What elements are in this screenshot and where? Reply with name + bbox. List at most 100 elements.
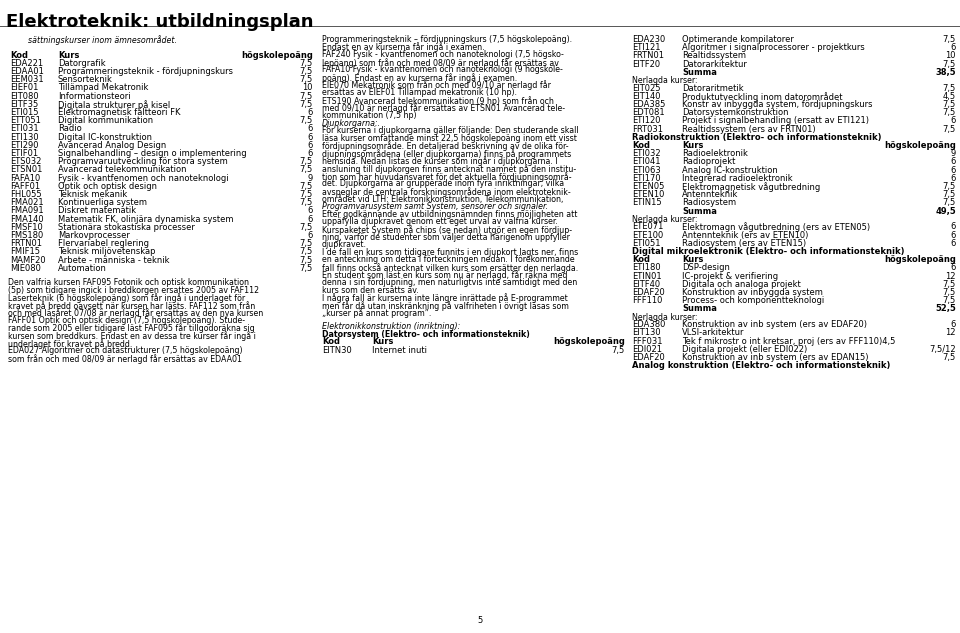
Text: Kurs: Kurs	[58, 51, 80, 60]
Text: 7,5: 7,5	[300, 92, 313, 101]
Text: Kod: Kod	[10, 51, 28, 60]
Text: fördjupningsområde. En detaljerad beskrivning av de olika för-: fördjupningsområde. En detaljerad beskri…	[322, 141, 568, 151]
Text: ETE071: ETE071	[632, 222, 663, 232]
Text: 7,5: 7,5	[943, 280, 956, 289]
Text: Kod: Kod	[632, 255, 650, 264]
Text: 5: 5	[477, 616, 483, 625]
Text: Kurs: Kurs	[682, 141, 704, 150]
Text: EITF20: EITF20	[632, 60, 660, 68]
Text: Sensorteknik: Sensorteknik	[58, 75, 113, 84]
Text: EITF35: EITF35	[10, 100, 38, 109]
Text: underlaget för kravet på bredd.: underlaget för kravet på bredd.	[8, 339, 132, 349]
Text: Summa: Summa	[682, 68, 717, 77]
Text: I de fall en kurs som tidigare funnits i en djupkort lagts ner, finns: I de fall en kurs som tidigare funnits i…	[322, 248, 578, 257]
Text: Projekt i signalbehandling (ersatt av ETI121): Projekt i signalbehandling (ersatt av ET…	[682, 116, 869, 125]
Text: 6: 6	[307, 231, 313, 240]
Text: FAFA10 Fysik - kvantfenomen och nanoteknologi (9 högskole-: FAFA10 Fysik - kvantfenomen och nanotekn…	[322, 65, 563, 75]
Text: EIEF01: EIEF01	[10, 84, 38, 92]
Text: Elektromagnetisk fältteori FK: Elektromagnetisk fältteori FK	[58, 108, 180, 117]
Text: 6: 6	[950, 320, 956, 329]
Text: 10: 10	[946, 51, 956, 60]
Text: FFF031: FFF031	[632, 337, 662, 346]
Text: ETSN01: ETSN01	[10, 165, 42, 175]
Text: poäng). Endast en av kurserna får ingå i examen.: poäng). Endast en av kurserna får ingå i…	[322, 73, 517, 83]
Text: Programmeringsteknik - fördjupningskurs: Programmeringsteknik - fördjupningskurs	[58, 67, 233, 76]
Text: Optimerande kompilatorer: Optimerande kompilatorer	[682, 35, 794, 44]
Text: Datorgrafik: Datorgrafik	[58, 59, 106, 68]
Text: djupningsområdena (eller djupkorgarna) finns på programmets: djupningsområdena (eller djupkorgarna) f…	[322, 149, 571, 159]
Text: Radiokonstruktion (Elektro- och informationsteknik): Radiokonstruktion (Elektro- och informat…	[632, 133, 881, 142]
Text: 6: 6	[307, 215, 313, 223]
Text: Stationära stokastiska processer: Stationära stokastiska processer	[58, 223, 195, 232]
Text: 6: 6	[307, 108, 313, 117]
Text: ETI015: ETI015	[10, 108, 38, 117]
Text: Elektromagn vågutbredning (ers av ETEN05): Elektromagn vågutbredning (ers av ETEN05…	[682, 222, 870, 232]
Text: 7,5: 7,5	[943, 190, 956, 199]
Text: I några fall är kurserna inte längre inrättade på E-programmet: I några fall är kurserna inte längre inr…	[322, 294, 567, 303]
Text: FAFA10: FAFA10	[10, 173, 40, 182]
Text: hemsida. Nedan listas de kurser som ingår i djupkorgarna. I: hemsida. Nedan listas de kurser som ingå…	[322, 156, 558, 166]
Text: Laserteknik (6 högskolepoäng) som får ingå i underlaget för: Laserteknik (6 högskolepoäng) som får in…	[8, 293, 245, 303]
Text: EDA027 Algoritmer och datastrukturer (7,5 högskolepoäng): EDA027 Algoritmer och datastrukturer (7,…	[8, 346, 243, 355]
Text: Kurs: Kurs	[372, 337, 394, 346]
Text: (5p) som tidigare ingick i breddkorgen ersattes 2005 av FAF112: (5p) som tidigare ingick i breddkorgen e…	[8, 285, 259, 294]
Text: Elektroteknik: utbildningsplan: Elektroteknik: utbildningsplan	[6, 13, 314, 31]
Text: EDAA01: EDAA01	[10, 67, 44, 76]
Text: 4,5: 4,5	[943, 92, 956, 101]
Text: Digital kommunikation: Digital kommunikation	[58, 116, 154, 125]
Text: FRTN01: FRTN01	[10, 239, 42, 248]
Text: 6: 6	[950, 263, 956, 272]
Text: ETI120: ETI120	[632, 116, 660, 125]
Text: ETI032: ETI032	[632, 149, 660, 158]
Text: ETEN05: ETEN05	[632, 182, 664, 191]
Text: Arbete - människa - teknik: Arbete - människa - teknik	[58, 256, 170, 265]
Text: Matematik FK, olinjära dynamiska system: Matematik FK, olinjära dynamiska system	[58, 215, 233, 223]
Text: ETT051: ETT051	[10, 116, 41, 125]
Text: 38,5: 38,5	[935, 68, 956, 77]
Text: EDAF20: EDAF20	[632, 288, 664, 297]
Text: DSP-design: DSP-design	[682, 263, 730, 272]
Text: En student som läst en kurs som nu är nerlagd, får räkna med: En student som läst en kurs som nu är ne…	[322, 270, 567, 280]
Text: 12: 12	[946, 329, 956, 337]
Text: 7,5: 7,5	[943, 182, 956, 191]
Text: FMSF10: FMSF10	[10, 223, 43, 232]
Text: 9: 9	[950, 149, 956, 158]
Text: 6: 6	[307, 132, 313, 142]
Text: ETIF01: ETIF01	[10, 149, 38, 158]
Text: Konstr av inbyggda system, fördjupningskurs: Konstr av inbyggda system, fördjupningsk…	[682, 100, 873, 109]
Text: ETS032: ETS032	[10, 157, 41, 166]
Text: Radiosystem: Radiosystem	[682, 198, 736, 208]
Text: rande som 2005 eller tidigare läst FAF095 får tillgodoräkna sig: rande som 2005 eller tidigare läst FAF09…	[8, 323, 254, 334]
Text: Programmeringsteknik – fördjupningskurs (7,5 högskolepoäng).: Programmeringsteknik – fördjupningskurs …	[322, 35, 572, 44]
Text: ETI031: ETI031	[10, 125, 38, 134]
Text: 7,5: 7,5	[943, 35, 956, 44]
Text: Realtidssystem: Realtidssystem	[682, 51, 746, 60]
Text: Digital mikroelektronik (Elektro- och informationsteknik): Digital mikroelektronik (Elektro- och in…	[632, 247, 904, 256]
Text: ETI290: ETI290	[10, 141, 38, 150]
Text: 7,5: 7,5	[943, 108, 956, 117]
Text: kommunikation (7,5 hp): kommunikation (7,5 hp)	[322, 111, 417, 120]
Text: Antennteknik: Antennteknik	[682, 190, 738, 199]
Text: Radiosystem (ers av ETEN15): Radiosystem (ers av ETEN15)	[682, 239, 806, 248]
Text: högskolepoäng: högskolepoäng	[884, 141, 956, 150]
Text: 7,5: 7,5	[943, 288, 956, 297]
Text: 6: 6	[307, 149, 313, 158]
Text: Kod: Kod	[322, 337, 340, 346]
Text: ETI121: ETI121	[632, 43, 660, 52]
Text: FAFF01: FAFF01	[10, 182, 40, 191]
Text: 52,5: 52,5	[935, 304, 956, 313]
Text: 6: 6	[950, 43, 956, 52]
Text: EDA221: EDA221	[10, 59, 43, 68]
Text: 6: 6	[950, 230, 956, 240]
Text: ETI170: ETI170	[632, 174, 660, 183]
Text: EDA230: EDA230	[632, 35, 665, 44]
Text: Tek f mikrostr o int kretsar, proj (ers av FFF110)4,5: Tek f mikrostr o int kretsar, proj (ers …	[682, 337, 896, 346]
Text: Kontinuerliga system: Kontinuerliga system	[58, 198, 147, 207]
Text: EIT140: EIT140	[632, 92, 660, 101]
Text: Integrerad radioelektronik: Integrerad radioelektronik	[682, 174, 793, 183]
Text: EDA380: EDA380	[632, 320, 665, 329]
Text: men får då utan inskränkning på valfriheten i övrigt läsas som: men får då utan inskränkning på valfrihe…	[322, 301, 569, 311]
Text: För kurserna i djupkorgarna gäller följande: Den studerande skall: För kurserna i djupkorgarna gäller följa…	[322, 126, 579, 135]
Text: som från och med 08/09 är nerlagd får ersättas av EDAA01: som från och med 08/09 är nerlagd får er…	[8, 354, 242, 364]
Text: uppäfylla djupkravet genom ett eget urval av valfria kurser.: uppäfylla djupkravet genom ett eget urva…	[322, 217, 558, 227]
